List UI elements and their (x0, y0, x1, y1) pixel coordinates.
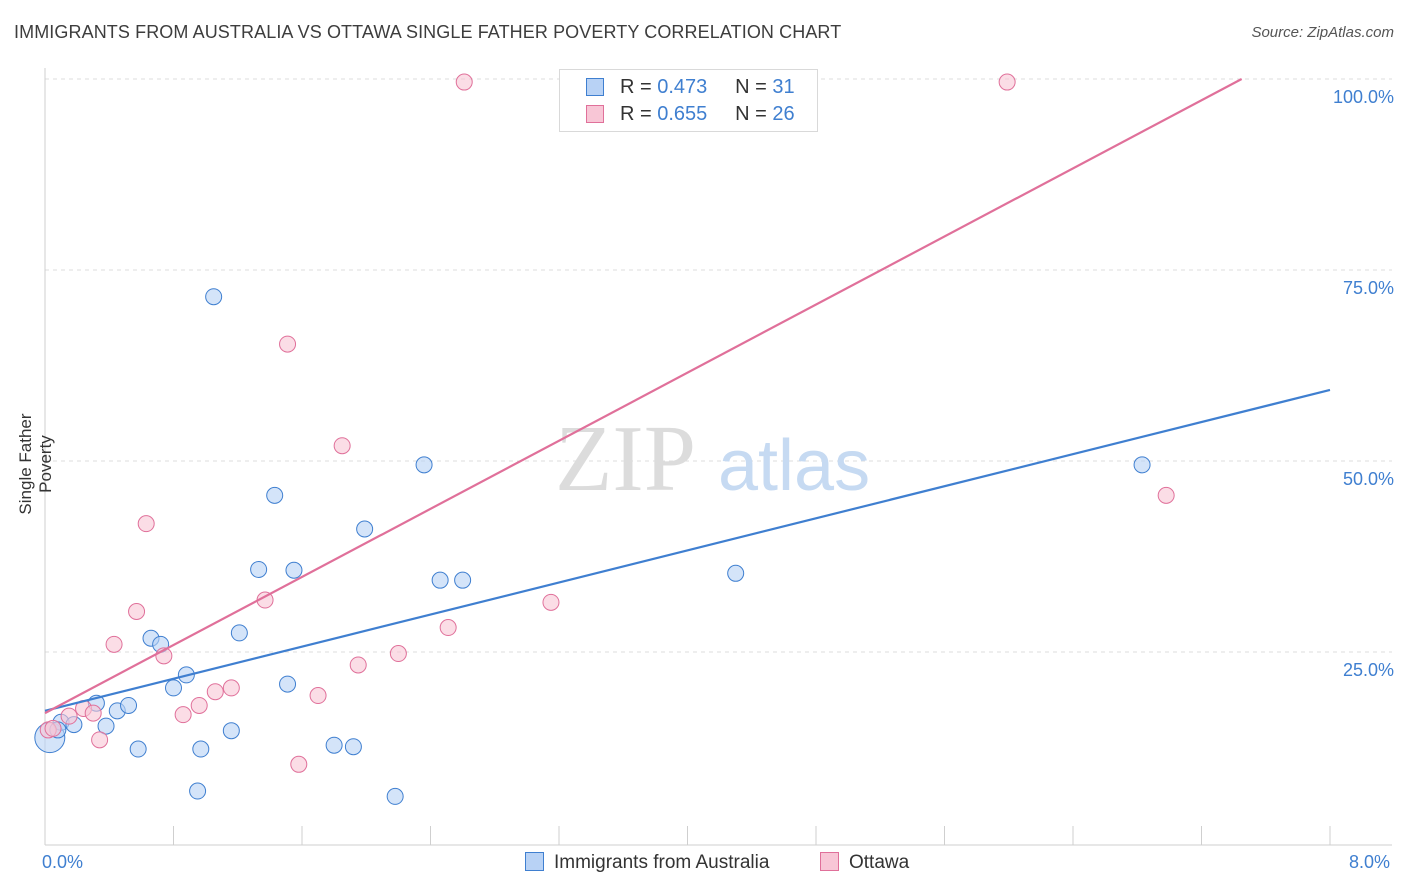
ottawa-point (222, 679, 240, 697)
ottawa-point (333, 437, 351, 455)
legend-n-value: 31 (772, 76, 795, 98)
australia-point (97, 717, 115, 735)
ottawa-point (439, 619, 457, 637)
ottawa-point (998, 73, 1016, 91)
correlation-legend: R = 0.473 N = 31 R = 0.655 N = 26 (559, 69, 818, 132)
legend-r-label: R = (620, 76, 658, 98)
y-tick-label-100: 100.0% (1332, 87, 1394, 107)
australia-point (222, 722, 240, 740)
ottawa-point (1157, 486, 1175, 504)
data-points (34, 73, 1175, 805)
australia-point (279, 675, 297, 693)
axes (44, 68, 1392, 846)
australia-point (205, 288, 223, 306)
ottawa-point (137, 515, 155, 533)
legend-n-value: 26 (772, 103, 795, 125)
legend-r-value: 0.655 (657, 103, 708, 125)
legend-swatch-pink (586, 105, 604, 123)
series-legend-ottawa: Ottawa (820, 852, 909, 874)
australia-point (727, 564, 745, 582)
x-tick-label-max: 8.0% (1349, 852, 1391, 872)
y-axis-label: Single Father Poverty (16, 413, 55, 515)
grid-lines (45, 78, 1392, 653)
series-legend-label: Immigrants from Australia (554, 852, 770, 873)
source-credit: Source: ZipAtlas.com (1251, 24, 1394, 41)
australia-point (250, 560, 268, 578)
australia-point (356, 520, 374, 538)
watermark: ZIP atlas (555, 407, 870, 511)
australia-point (415, 456, 433, 474)
ottawa-point (91, 731, 109, 749)
y-tick-label-25: 25.0% (1342, 660, 1394, 680)
ottawa-point (279, 335, 297, 353)
series-swatch-blue (525, 852, 544, 871)
legend-swatch-blue (586, 78, 604, 96)
australia-point (454, 571, 472, 589)
trend-lines (44, 78, 1331, 715)
legend-r-value: 0.473 (657, 76, 708, 98)
series-swatch-pink (820, 852, 839, 871)
australia-point (431, 571, 449, 589)
ottawa-point (128, 603, 146, 621)
ottawa-point (60, 707, 78, 725)
ottawa-point (542, 593, 560, 611)
ottawa-point (44, 719, 62, 737)
chart-title: IMMIGRANTS FROM AUSTRALIA VS OTTAWA SING… (14, 22, 842, 42)
watermark-atlas: atlas (718, 426, 870, 506)
australia-point (129, 740, 147, 758)
watermark-zip: ZIP (555, 407, 696, 511)
australia-trend-line (44, 388, 1331, 712)
australia-point (1133, 456, 1151, 474)
legend-r-label: R = (620, 103, 658, 125)
ottawa-point (84, 704, 102, 722)
legend-n-label: N = (735, 76, 773, 98)
australia-point (325, 736, 343, 754)
ottawa-point (349, 656, 367, 674)
ottawa-point (174, 706, 192, 724)
ottawa-trend-line (44, 78, 1243, 715)
series-legend-label: Ottawa (849, 852, 910, 873)
y-tick-label-75: 75.0% (1342, 278, 1394, 298)
ottawa-point (190, 696, 208, 714)
legend-n-label: N = (735, 103, 773, 125)
x-tick-label-min: 0.0% (42, 852, 84, 872)
ottawa-point (309, 687, 327, 705)
ottawa-point (455, 73, 473, 91)
australia-point (189, 782, 207, 800)
australia-point (165, 679, 182, 697)
y-tick-label-50: 50.0% (1342, 469, 1394, 489)
australia-point (266, 486, 284, 504)
australia-point (192, 740, 210, 758)
ottawa-point (206, 683, 224, 701)
australia-point (285, 561, 303, 579)
ottawa-point (105, 635, 123, 653)
australia-point (386, 787, 404, 805)
series-legend-australia: Immigrants from Australia (525, 852, 769, 874)
australia-point (230, 624, 248, 642)
ottawa-point (389, 645, 407, 663)
australia-point (120, 696, 138, 714)
ottawa-point (290, 755, 308, 773)
australia-point (344, 738, 362, 756)
